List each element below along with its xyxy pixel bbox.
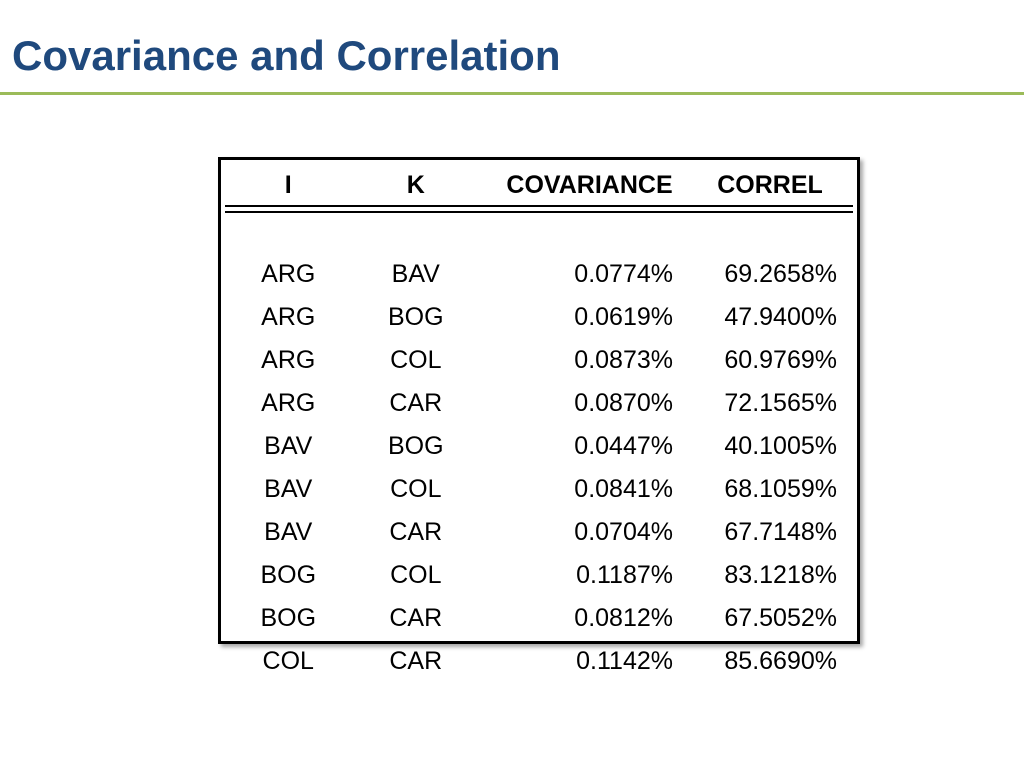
- cell-k: COL: [390, 346, 442, 374]
- table-row: BAV BOG 0.0447% 40.1005%: [221, 425, 857, 468]
- cell-covariance: 0.0841%: [574, 475, 673, 503]
- cell-correl: 67.5052%: [724, 604, 837, 632]
- cell-correl: 85.6690%: [724, 647, 837, 675]
- cell-correl: 67.7148%: [724, 518, 837, 546]
- cell-i: BOG: [260, 604, 317, 632]
- cell-i: ARG: [261, 346, 316, 374]
- cell-correl: 68.1059%: [724, 475, 837, 503]
- cell-i: ARG: [261, 389, 316, 417]
- table-row: BOG CAR 0.0812% 67.5052%: [221, 597, 857, 640]
- header-k: K: [406, 170, 425, 199]
- spacer-cell: [221, 210, 857, 253]
- table-header-row: I K COVARIANCE CORREL: [221, 160, 857, 210]
- cell-i: BAV: [264, 475, 313, 503]
- table-row: ARG CAR 0.0870% 72.1565%: [221, 382, 857, 425]
- cell-k: CAR: [389, 389, 443, 417]
- header-correl: CORREL: [717, 170, 823, 199]
- cell-correl: 72.1565%: [724, 389, 837, 417]
- header-spacer: [221, 210, 857, 253]
- header-double-rule: [225, 205, 853, 213]
- cell-k: BOG: [387, 432, 444, 460]
- cell-correl: 40.1005%: [724, 432, 837, 460]
- table-row: ARG BOG 0.0619% 47.9400%: [221, 296, 857, 339]
- cell-i: BOG: [260, 561, 317, 589]
- cell-k: BAV: [391, 260, 440, 288]
- cell-covariance: 0.0619%: [574, 303, 673, 331]
- covariance-table: I K COVARIANCE CORREL ARG BAV 0.0774% 69.26…: [221, 160, 857, 683]
- cell-covariance: 0.0704%: [574, 518, 673, 546]
- cell-k: BOG: [387, 303, 444, 331]
- cell-covariance: 0.1187%: [576, 561, 673, 589]
- cell-i: BAV: [264, 518, 313, 546]
- table-row: ARG BAV 0.0774% 69.2658%: [221, 253, 857, 296]
- cell-covariance: 0.0870%: [574, 389, 673, 417]
- cell-correl: 60.9769%: [724, 346, 837, 374]
- title-underline: [0, 92, 1024, 95]
- cell-i: ARG: [261, 303, 316, 331]
- table-row: COL CAR 0.1142% 85.6690%: [221, 640, 857, 683]
- covariance-table-frame: I K COVARIANCE CORREL ARG BAV 0.0774% 69.26…: [218, 157, 860, 675]
- header-i: I: [284, 170, 292, 199]
- cell-covariance: 0.0447%: [574, 432, 673, 460]
- cell-correl: 47.9400%: [724, 303, 837, 331]
- cell-k: CAR: [389, 604, 443, 632]
- cell-covariance: 0.1142%: [576, 647, 673, 675]
- cell-covariance: 0.0873%: [574, 346, 673, 374]
- cell-correl: 83.1218%: [724, 561, 837, 589]
- slide-title: Covariance and Correlation: [12, 32, 561, 79]
- cell-i: COL: [262, 647, 314, 675]
- table-row: BAV COL 0.0841% 68.1059%: [221, 468, 857, 511]
- table-row: ARG COL 0.0873% 60.9769%: [221, 339, 857, 382]
- cell-k: CAR: [389, 518, 443, 546]
- cell-i: ARG: [261, 260, 316, 288]
- cell-covariance: 0.0774%: [574, 260, 673, 288]
- cell-k: COL: [390, 561, 442, 589]
- header-covariance: COVARIANCE: [506, 170, 673, 199]
- table-row: BOG COL 0.1187% 83.1218%: [221, 554, 857, 597]
- cell-k: COL: [390, 475, 442, 503]
- cell-k: CAR: [389, 647, 443, 675]
- cell-i: BAV: [264, 432, 313, 460]
- cell-covariance: 0.0812%: [574, 604, 673, 632]
- table-row: BAV CAR 0.0704% 67.7148%: [221, 511, 857, 554]
- table-body: ARG BAV 0.0774% 69.2658% ARG BOG 0.0619% 47.940…: [221, 210, 857, 683]
- cell-correl: 69.2658%: [724, 260, 837, 288]
